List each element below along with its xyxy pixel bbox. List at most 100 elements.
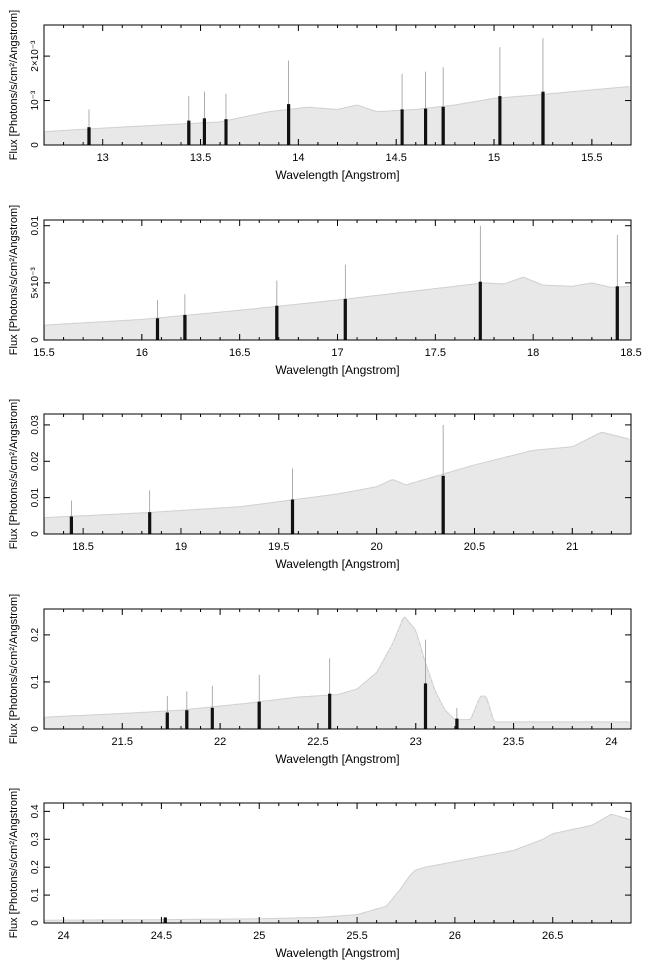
y-tick-label: 0.3 xyxy=(30,832,41,846)
line-bar-7 xyxy=(455,718,459,729)
x-tick-label: 18 xyxy=(527,347,539,359)
model-spectrum xyxy=(44,277,630,340)
x-tick-label: 22 xyxy=(214,736,226,748)
line-bar-2 xyxy=(148,512,152,534)
x-tick-label: 13.5 xyxy=(190,152,211,164)
x-tick-label: 24 xyxy=(57,930,69,942)
line-bar-4 xyxy=(343,298,347,340)
y-axis-label: Flux [Photons/s/cm²/Angstrom] xyxy=(8,594,20,744)
x-tick-label: 23 xyxy=(410,736,422,748)
x-tick-label: 17.5 xyxy=(425,347,446,359)
x-axis-label: Wavelength [Angstrom] xyxy=(275,946,399,960)
y-tick-label: 0 xyxy=(30,531,41,537)
line-bar-5 xyxy=(287,104,291,145)
x-tick-label: 24.5 xyxy=(151,930,172,942)
chart-panel-5: 24 24.5 25 25.5 26 26.5 0 0.1 0.2 0.3 0.4 Wavelengt… xyxy=(8,788,632,960)
x-tick-label: 19 xyxy=(175,541,187,553)
x-tick-label: 14 xyxy=(292,152,304,164)
y-tick-label: 0.2 xyxy=(30,627,41,641)
y-tick-label: 0.4 xyxy=(30,804,41,818)
line-bar-7 xyxy=(424,108,428,145)
line-bar-6 xyxy=(400,109,404,145)
line-bar-8 xyxy=(441,106,445,145)
y-tick-label: 0 xyxy=(30,337,41,343)
y-tick-label: 0.02 xyxy=(30,451,41,471)
x-tick-label: 21 xyxy=(566,541,578,553)
y-tick-label: 0 xyxy=(30,920,41,926)
model-outline xyxy=(44,432,630,519)
x-tick-label: 19.5 xyxy=(268,541,289,553)
x-axis-label: Wavelength [Angstrom] xyxy=(275,168,399,182)
y-axis-label: Flux [Photons/s/cm²/Angstrom] xyxy=(8,788,20,938)
line-bar-5 xyxy=(478,281,482,340)
line-bar-3 xyxy=(275,305,279,340)
line-bar-2 xyxy=(185,710,189,729)
chart-panel-3: 18.5 19 19.5 20 20.5 21 0 0.01 0.02 0.03 Wavelengt… xyxy=(8,399,632,571)
line-bar-1 xyxy=(69,516,73,534)
y-tick-label: 2×10⁻³ xyxy=(30,40,41,72)
line-bar-6 xyxy=(423,683,428,729)
y-axis-label: Flux [Photons/s/cm²/Angstrom] xyxy=(8,10,20,160)
line-bar-1 xyxy=(155,318,160,340)
x-tick-label: 21.5 xyxy=(112,736,133,748)
x-axis-label: Wavelength [Angstrom] xyxy=(275,363,399,377)
x-tick-label: 25 xyxy=(253,930,265,942)
model-spectrum xyxy=(44,814,630,923)
line-bar-4 xyxy=(257,701,261,729)
y-tick-label: 0.03 xyxy=(30,415,41,435)
x-tick-label: 16.5 xyxy=(229,347,250,359)
x-tick-label: 23.5 xyxy=(503,736,524,748)
x-tick-label: 15.5 xyxy=(33,347,54,359)
y-tick-label: 0.2 xyxy=(30,860,41,874)
x-tick-label: 20 xyxy=(371,541,383,553)
y-axis-label: Flux [Photons/s/cm²/Angstrom] xyxy=(8,399,20,549)
y-tick-label: 10⁻³ xyxy=(30,90,41,110)
x-tick-label: 20.5 xyxy=(464,541,485,553)
chart-panel-4: 21.5 22 22.5 23 23.5 24 0 0.1 0.2 Wavelength [Ang… xyxy=(8,594,632,766)
line-bar-3 xyxy=(210,707,214,729)
x-tick-label: 14.5 xyxy=(385,152,406,164)
line-bar-3 xyxy=(202,118,206,145)
y-tick-label: 0.01 xyxy=(30,487,41,507)
chart-panel-1: 13 13.5 14 14.5 15 15.5 0 10⁻³ 2×10⁻³ Wavelength … xyxy=(8,10,632,182)
x-tick-label: 18.5 xyxy=(620,347,641,359)
line-bar-1 xyxy=(163,917,167,923)
model-spectrum xyxy=(44,432,630,534)
y-tick-label: 5×10⁻³ xyxy=(30,267,41,299)
x-tick-label: 16 xyxy=(136,347,148,359)
plot-frame xyxy=(43,608,632,730)
chart-panel-2: 15.5 16 16.5 17 17.5 18 18.5 0 5×10⁻³ 0.01 Wavelen… xyxy=(8,205,642,377)
y-tick-label: 0.01 xyxy=(30,216,41,236)
line-bar-10 xyxy=(541,91,545,145)
line-bar-1 xyxy=(87,127,91,145)
x-tick-label: 17 xyxy=(331,347,343,359)
x-tick-label: 26.5 xyxy=(542,930,563,942)
x-tick-label: 24 xyxy=(605,736,617,748)
line-bar-4 xyxy=(224,119,228,145)
x-axis-label: Wavelength [Angstrom] xyxy=(275,557,399,571)
x-tick-label: 13 xyxy=(97,152,109,164)
line-bar-2 xyxy=(183,314,187,340)
line-bar-9 xyxy=(498,96,502,145)
x-tick-label: 26 xyxy=(449,930,461,942)
model-spectrum xyxy=(44,617,630,729)
line-bar-2 xyxy=(187,120,191,145)
x-tick-label: 22.5 xyxy=(307,736,328,748)
y-tick-label: 0 xyxy=(30,726,41,732)
x-tick-label: 25.5 xyxy=(346,930,367,942)
line-bar-5 xyxy=(328,693,332,729)
line-bar-6 xyxy=(615,286,619,340)
x-axis-label: Wavelength [Angstrom] xyxy=(275,752,399,766)
x-tick-label: 18.5 xyxy=(72,541,93,553)
y-tick-label: 0.1 xyxy=(30,888,41,902)
line-bar-1 xyxy=(165,712,169,729)
y-axis-label: Flux [Photons/s/cm²/Angstrom] xyxy=(8,205,20,355)
x-tick-label: 15 xyxy=(488,152,500,164)
model-outline xyxy=(44,616,629,723)
x-tick-label: 15.5 xyxy=(581,152,602,164)
line-bar-3 xyxy=(290,499,295,534)
line-bar-4 xyxy=(441,475,445,534)
y-tick-label: 0.1 xyxy=(30,675,41,689)
model-outline xyxy=(45,813,630,921)
